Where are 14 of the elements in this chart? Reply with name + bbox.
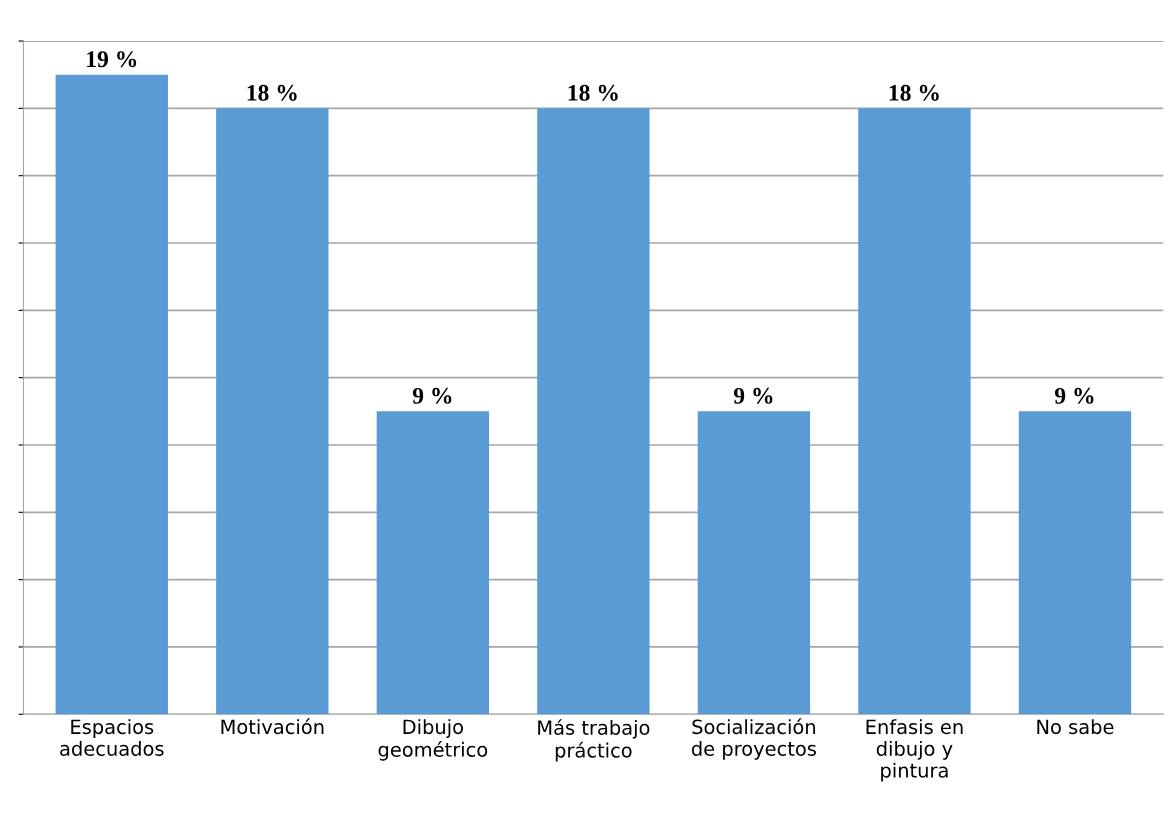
data-label: 9 % [733,387,773,404]
x-tick-label: Espacios adecuados [60,719,164,756]
data-label: 19 % [87,51,137,68]
x-tick-label: No sabe [1037,719,1114,735]
x-tick-label: Socialización de proyectos [691,718,816,760]
data-label: 18 % [568,84,618,101]
data-label: 9 % [412,387,452,404]
x-tick-label: Dibujo geométrico [378,719,488,761]
data-label: 18 % [247,84,297,101]
x-tick-label: Más trabajo práctico [538,719,650,762]
x-tick-label: Motivación [221,718,324,735]
data-label: 18 % [889,84,939,101]
data-label: 9 % [1054,387,1094,404]
x-tick-label: Enfasis en dibujo y pintura [866,719,963,782]
